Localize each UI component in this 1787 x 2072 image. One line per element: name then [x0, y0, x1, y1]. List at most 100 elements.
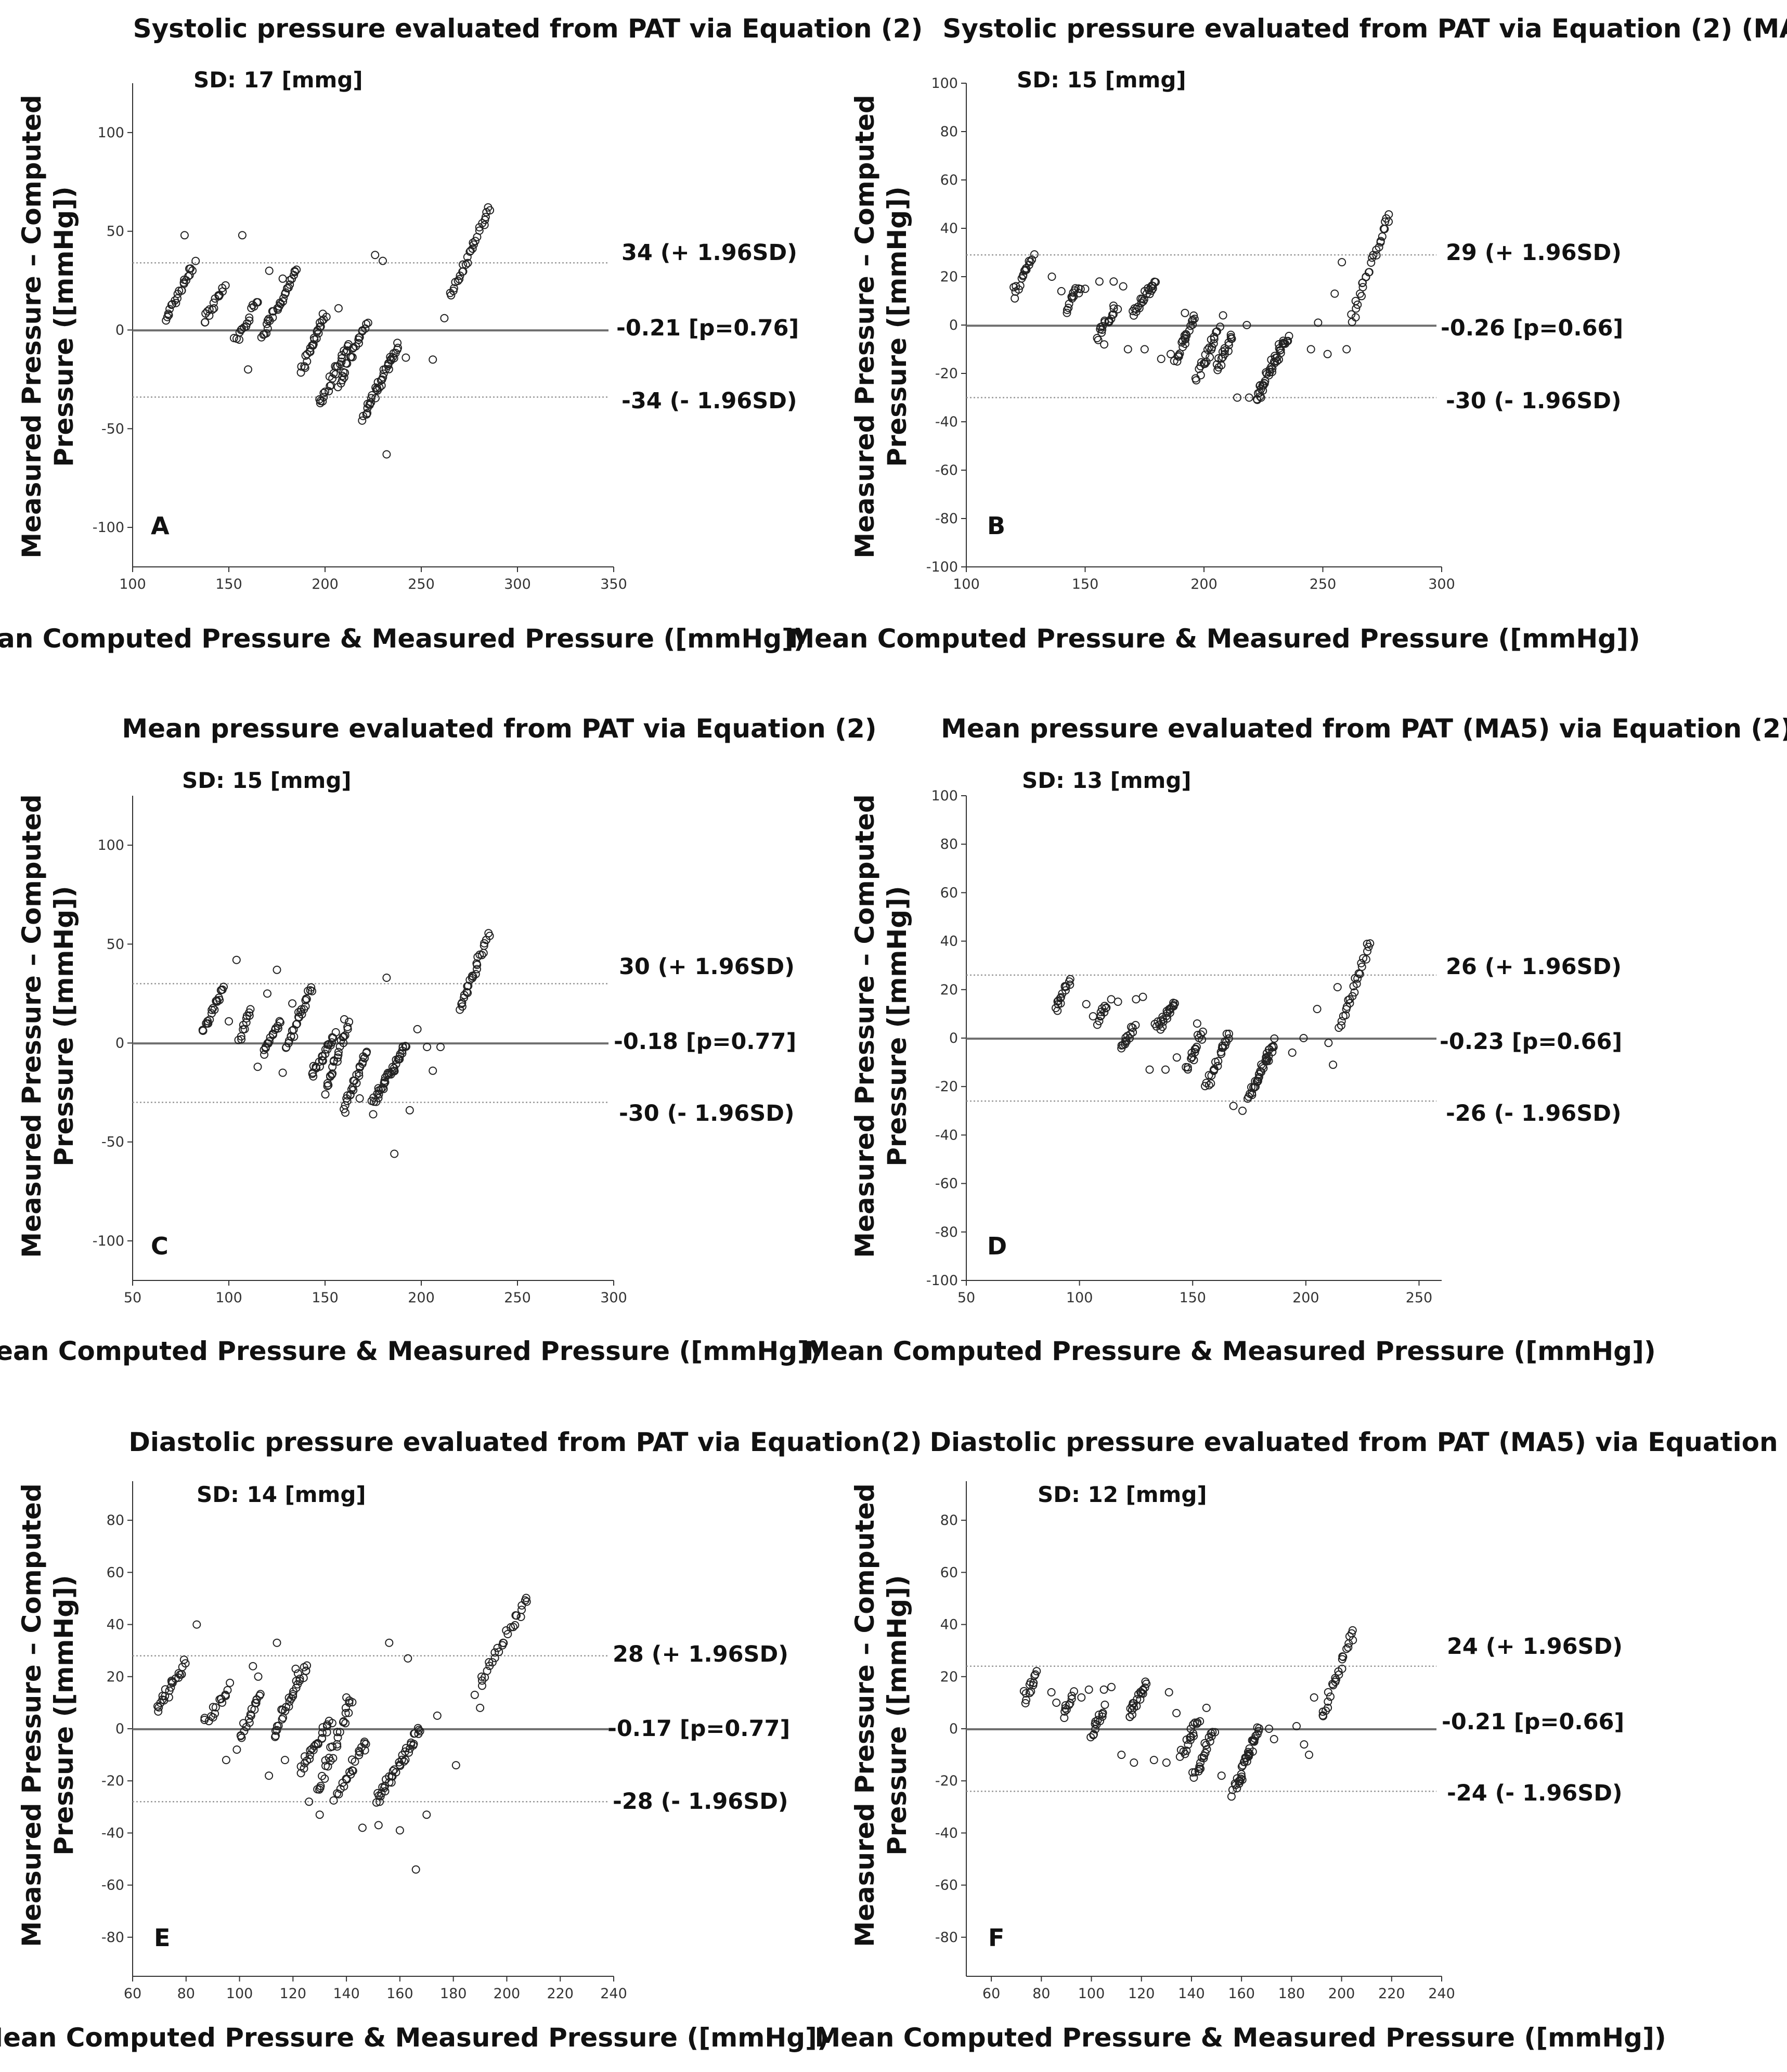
panel-e-data-point	[348, 1767, 357, 1775]
panel-b-data-point	[1074, 289, 1083, 297]
panel-b-data-point	[1095, 277, 1104, 286]
panel-e-data-point	[222, 1756, 230, 1765]
panel-d-data-point	[1362, 955, 1370, 964]
panel-a-data-point	[173, 294, 182, 303]
panel-f-data-point	[1254, 1727, 1263, 1736]
panel-f-x-tick-label: 160	[1228, 1986, 1255, 2002]
panel-b-data-point	[1030, 250, 1039, 259]
panel-f-data-point	[1237, 1762, 1246, 1771]
panel-f-x-tick-label: 200	[1328, 1986, 1355, 2002]
panel-a-data-point	[245, 313, 254, 322]
panel-c-y-tick-label: 100	[97, 837, 124, 853]
panel-c-data-point	[369, 1110, 378, 1119]
panel-b-data-point	[1347, 310, 1356, 319]
panel-e-y-tick-label: -60	[101, 1877, 124, 1894]
panel-a-data-point	[455, 275, 464, 283]
panel-b-data-point	[1224, 347, 1233, 356]
panel-d-data-point	[1202, 1079, 1211, 1087]
panel-a-data-point	[371, 394, 380, 403]
panel-e-x-tick-label: 160	[386, 1986, 413, 2002]
panel-f-data-point	[1130, 1758, 1138, 1767]
panel-f-data-point	[1238, 1776, 1247, 1784]
panel-a-x-tick-label: 150	[215, 576, 242, 592]
panel-b-data-point	[1063, 305, 1071, 314]
panel-b-data-point	[1273, 357, 1281, 366]
panel-e-data-point	[485, 1658, 494, 1667]
panel-c-data-point	[390, 1064, 398, 1072]
panel-b-xlabel: Mean Computed Pressure & Measured Pressu…	[788, 624, 1640, 654]
panel-a-data-point	[429, 355, 437, 364]
panel-c-data-point	[382, 974, 391, 982]
panel-e-data-point	[315, 1785, 323, 1794]
panel-e-data-point	[392, 1768, 400, 1777]
panel-d-data-point	[1102, 1003, 1111, 1012]
panel-a-data-point	[210, 304, 218, 313]
panel-f-data-point	[1067, 1694, 1076, 1703]
panel-e-data-point	[232, 1745, 241, 1754]
panel-b-data-point	[1358, 283, 1367, 292]
panel-b-y-tick-label: 40	[940, 221, 958, 237]
panel-f-data-point	[1237, 1772, 1246, 1781]
panel-b-y-tick-label: 80	[940, 124, 958, 140]
panel-e-data-point	[209, 1713, 217, 1722]
panel-f-y-tick-label: 0	[949, 1721, 958, 1737]
panel-f-y-tick-label: 40	[940, 1617, 958, 1633]
panel-f-data-point	[1207, 1729, 1215, 1738]
panel-e-data-point	[293, 1669, 302, 1678]
panel-c-data-point	[334, 1047, 343, 1056]
panel-f-data-point	[1211, 1728, 1220, 1737]
panel-c-data-point	[462, 988, 471, 996]
panel-f-data-point	[1141, 1683, 1149, 1692]
panel-f-data-point	[1066, 1699, 1074, 1708]
panel-d-data-point	[1082, 1000, 1091, 1008]
panel-e-data-point	[291, 1664, 300, 1673]
panel-e-data-point	[316, 1782, 325, 1791]
panel-c-data-point	[339, 1039, 348, 1047]
panel-b-data-point	[1365, 268, 1374, 277]
panel-a-data-point	[318, 397, 327, 406]
panel-d-x-tick-label: 150	[1179, 1290, 1206, 1306]
panel-a-data-point	[449, 284, 458, 293]
panel-b-data-point	[1181, 308, 1189, 317]
panel-a-ylabel-line2: Pressure ([mmHg])	[49, 186, 79, 467]
panel-e-x-tick-label: 80	[177, 1986, 195, 2002]
panel-e-data-point	[507, 1623, 515, 1631]
panel-e-data-point	[405, 1748, 413, 1757]
panel-a-data-point	[468, 244, 477, 253]
panel-b-data-point	[1182, 331, 1191, 340]
panel-d-data-point	[1053, 1006, 1062, 1015]
panel-f-data-point	[1047, 1688, 1056, 1697]
panel-b-data-point	[1323, 349, 1332, 358]
panel-c-data-point	[473, 952, 482, 961]
panel-b-data-point	[1069, 288, 1078, 297]
panel-d-y-tick-label: 0	[949, 1030, 958, 1046]
panel-a-data-point	[296, 368, 305, 377]
panel-d-data-point	[1131, 1021, 1140, 1029]
panel-a-data-point	[263, 324, 272, 333]
panel-b-data-point	[1190, 315, 1199, 323]
panel-d-data-point	[1288, 1048, 1297, 1057]
panel-e-data-point	[361, 1740, 370, 1749]
panel-e-data-point	[315, 1810, 324, 1819]
panel-b-y-tick-label: -40	[935, 414, 958, 430]
panel-f: Diastolic pressure evaluated from PAT (M…	[814, 1427, 1787, 2053]
panel-a-data-point	[338, 354, 346, 363]
panel-c-data-point	[321, 1050, 330, 1058]
panel-f-data-point	[1265, 1725, 1274, 1733]
panel-d-x-tick-label: 50	[957, 1290, 975, 1306]
panel-a-data-point	[172, 299, 180, 307]
panel-e-data-point	[395, 1826, 404, 1835]
panel-c-x-tick-label: 300	[600, 1290, 627, 1306]
panel-d-data-point	[1259, 1064, 1268, 1072]
panel-d-data-point	[1056, 999, 1065, 1008]
panel-f-data-point	[1142, 1679, 1151, 1688]
panel-f-data-point	[1077, 1693, 1086, 1702]
panel-e-data-point	[416, 1727, 424, 1736]
panel-b-data-point	[1201, 359, 1210, 368]
panel-b-data-point	[1372, 251, 1381, 260]
panel-e-data-point	[271, 1731, 280, 1740]
panel-f-data-point	[1324, 1697, 1332, 1706]
panel-e-data-point	[490, 1653, 499, 1662]
panel-d-x-tick-label: 200	[1292, 1290, 1319, 1306]
